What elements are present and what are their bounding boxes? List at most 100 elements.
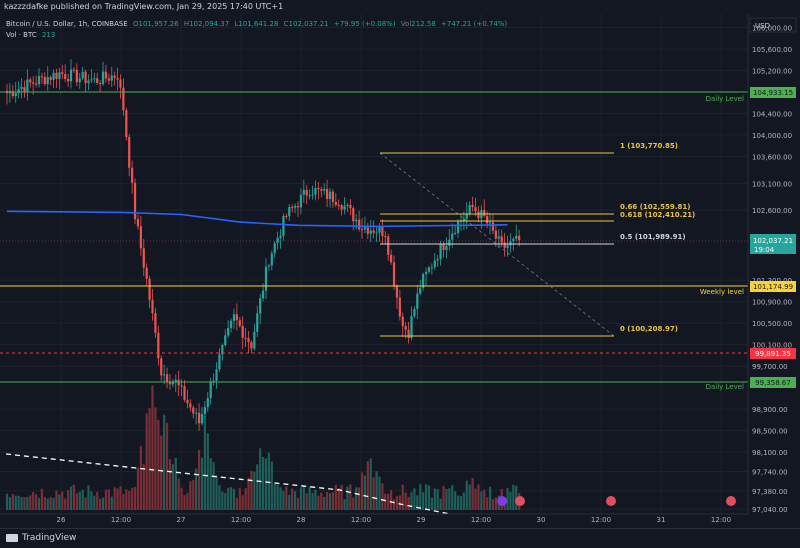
volume-bar	[317, 495, 320, 510]
volume-bar	[439, 498, 442, 510]
fib-retracement[interactable]: 1 (103,770.85) 0.66 (102,559.81) 0.618 (…	[379, 142, 695, 337]
volume-bar	[410, 492, 413, 510]
candle-body	[279, 235, 282, 238]
volume-bar	[276, 484, 279, 510]
candle-body	[477, 211, 480, 219]
candle-body	[253, 331, 256, 349]
volume-bar	[387, 493, 390, 510]
close-value: 102,037.21	[289, 20, 329, 28]
volume-bar	[122, 494, 125, 510]
candle-body	[340, 205, 343, 210]
candle-body	[422, 274, 425, 288]
volume-bar	[250, 470, 253, 510]
volume-bar	[427, 485, 431, 510]
volume-bar	[133, 486, 137, 510]
volume-bar	[218, 485, 221, 510]
volume-bar	[331, 492, 335, 510]
volume-bar	[433, 488, 436, 510]
price-chart[interactable]: 1 (103,770.85) 0.66 (102,559.81) 0.618 (…	[0, 0, 800, 528]
volume-bar	[448, 488, 451, 510]
candle-body	[320, 189, 323, 191]
volume-bar	[244, 488, 247, 510]
candle-body	[291, 207, 294, 209]
daily-bottom-price-tag: 99,358.67	[750, 377, 796, 388]
time-tick: 12:00	[231, 516, 251, 524]
candle-body	[384, 236, 387, 238]
symbol-legend[interactable]: Bitcoin / U.S. Dollar, 1h, COINBASE O101…	[6, 20, 507, 39]
candle-body	[241, 325, 244, 338]
volume-bar	[381, 483, 384, 510]
candle-body	[107, 78, 110, 81]
fib-label-1: 1 (103,770.85)	[620, 142, 678, 150]
volume-bar	[93, 495, 96, 510]
candle-body	[276, 237, 279, 244]
volume-bar	[221, 491, 224, 510]
candle-body	[468, 205, 471, 214]
price-tick: 100,500.00	[752, 320, 792, 328]
volume-value: 213	[42, 31, 55, 39]
daily-top-price-tag: 104,933.15	[750, 87, 796, 98]
open-value: 101,957.26	[138, 20, 179, 28]
volume-bar	[235, 498, 238, 510]
time-tick: 12:00	[471, 516, 491, 524]
volume-bar	[291, 488, 294, 510]
candle-body	[52, 72, 55, 80]
candle-body	[302, 189, 305, 195]
change-value: +79.95 (+0.08%)	[334, 20, 396, 28]
candle-body	[136, 219, 140, 227]
event-icon[interactable]	[515, 496, 525, 506]
candle-body	[506, 245, 509, 248]
volume-bar	[468, 484, 471, 510]
low-value: 101,641.28	[238, 20, 278, 28]
volume-bar	[37, 497, 41, 510]
volume-bar	[253, 471, 256, 510]
candle-body	[372, 230, 375, 233]
volume-bar	[413, 488, 416, 510]
volume-bar	[512, 484, 515, 510]
candle-body	[64, 73, 67, 79]
candle-body	[433, 260, 436, 268]
currency-box[interactable]	[749, 17, 797, 33]
candle-body	[110, 75, 113, 81]
candle-body	[273, 243, 276, 254]
volume-bar	[238, 488, 241, 510]
volume-bar	[372, 477, 375, 510]
volume-bar	[456, 495, 460, 510]
candle-body	[131, 167, 134, 183]
candle-body	[148, 278, 151, 300]
volume-bar	[459, 495, 463, 510]
candle-body	[206, 398, 209, 408]
tradingview-logo[interactable]: TradingView	[6, 533, 76, 543]
volume-bar	[445, 488, 448, 510]
weekly-price-tag: 101,174.99	[750, 281, 796, 292]
volume-bar	[206, 433, 209, 510]
event-icon[interactable]	[606, 496, 616, 506]
open-label: O	[133, 20, 139, 28]
volume-bar	[366, 461, 369, 510]
fib-label-05: 0.5 (101,989.91)	[620, 233, 686, 241]
event-icons[interactable]	[497, 496, 736, 506]
weekly-level-label: Weekly level	[700, 288, 744, 296]
volume-bar	[52, 498, 55, 510]
daily-level-bottom-label: Daily Level	[706, 383, 744, 391]
candle-body	[49, 77, 52, 80]
volume-bar	[78, 491, 81, 510]
candle-body	[157, 332, 160, 359]
volume-bar	[96, 492, 99, 510]
event-icon[interactable]	[726, 496, 736, 506]
volume-bar	[119, 485, 122, 510]
volume-bar	[43, 496, 46, 510]
volume-bar	[488, 486, 492, 510]
volume-bar	[142, 463, 145, 510]
candle-body	[436, 259, 439, 261]
price-tick: 106,000.00	[752, 24, 792, 32]
volume-bar	[337, 488, 340, 510]
time-axis[interactable]	[0, 514, 748, 528]
candle-body	[46, 77, 49, 85]
candle-body	[398, 297, 401, 317]
event-icon[interactable]	[497, 496, 507, 506]
candle-body	[99, 82, 102, 84]
vol-mini-value: 212.58	[411, 20, 436, 28]
candle-body	[151, 299, 154, 314]
volume-bar	[128, 490, 131, 510]
